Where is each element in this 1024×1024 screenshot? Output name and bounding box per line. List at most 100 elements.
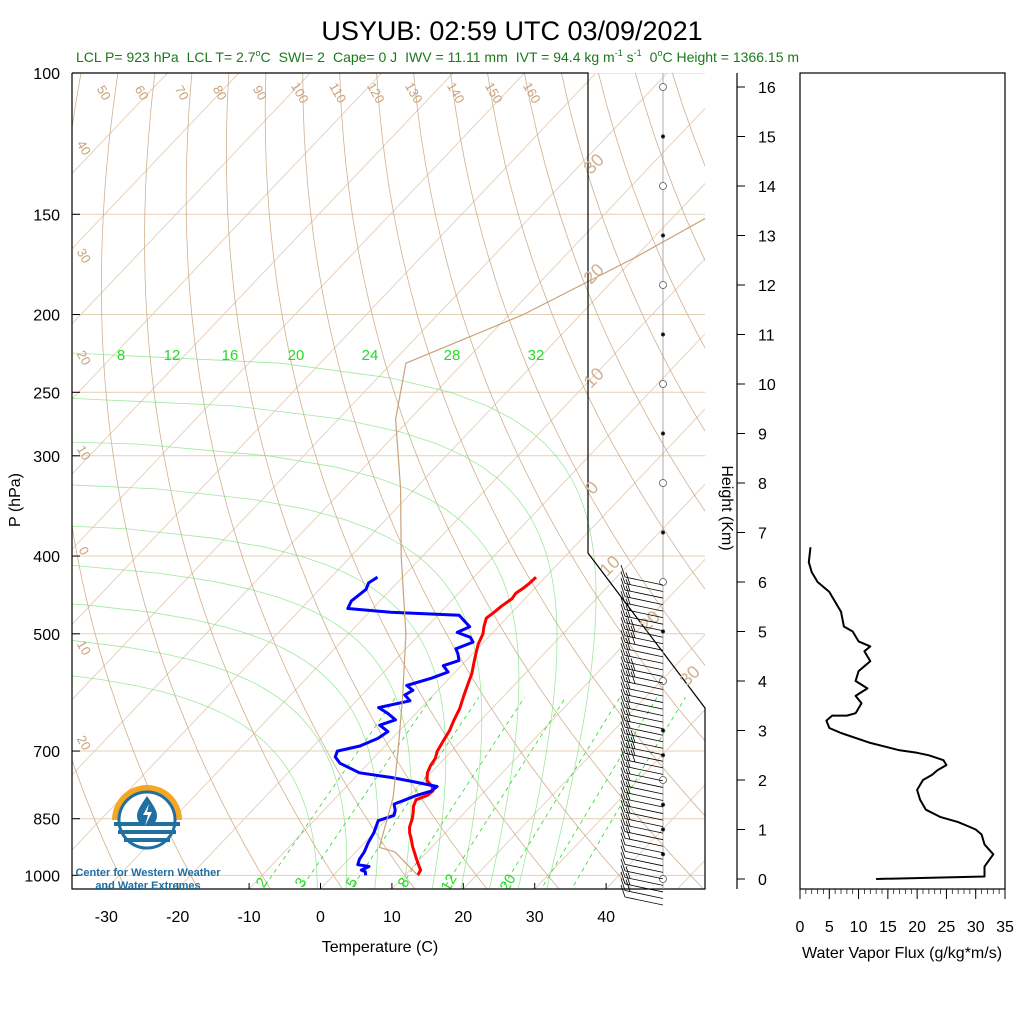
wind-barb-flag (630, 671, 636, 684)
wind-barb (620, 623, 664, 645)
cw3e-logo: Center for Western Weather and Water Ext… (75, 785, 221, 892)
mixing-ratio-line (443, 697, 567, 889)
wind-barb (620, 773, 664, 795)
wind-barb-flag (620, 878, 626, 891)
wind-barb (620, 747, 664, 769)
wind-barb (620, 564, 664, 586)
dry-adiabat-label: 110 (326, 80, 349, 105)
chart-subtitle: LCL P= 923 hPa LCL T= 2.7oC SWI= 2 Cape= 0 … (76, 48, 799, 65)
wind-barb-flag (630, 730, 636, 743)
wind-barb-shaft (624, 583, 664, 592)
wind-barb (620, 702, 664, 723)
wind-barb-flag (625, 872, 631, 886)
wind-barb-shaft (624, 713, 664, 723)
subtitle-ivt-s-exp: -1 (634, 48, 642, 58)
height-tick-label: 8 (758, 476, 767, 493)
mixing-ratio-line (300, 697, 432, 889)
wind-barb-flag (630, 632, 636, 645)
wind-barb-flag (625, 637, 631, 650)
dry-adiabat-label: 130 (402, 80, 426, 106)
barb-station-mark (660, 827, 666, 832)
wind-barb-flag (620, 662, 626, 676)
wind-barb-flag (620, 675, 626, 689)
wind-barb (620, 695, 664, 717)
height-tick-label: 15 (758, 130, 776, 147)
isotherm-line (72, 73, 311, 325)
wind-barb-shaft (624, 733, 664, 743)
wind-barb-flag (620, 884, 626, 898)
wind-barb (620, 669, 664, 690)
y-tick-label: 150 (33, 207, 60, 224)
mixing-ratio-line (399, 697, 525, 889)
isotherm-line (534, 709, 705, 889)
logo-line-2: and Water Extremes (95, 880, 200, 892)
flux-series-line (807, 547, 995, 880)
dry-adiabat-line (185, 73, 416, 889)
wind-barb (620, 728, 664, 749)
wind-barb-flag (620, 806, 626, 819)
flux-panel: 0 5 10 15 20 25 30 35 (796, 72, 1014, 936)
wind-barb-shaft (624, 785, 664, 795)
wind-barb-shaft (624, 857, 664, 867)
wind-barb-flag (630, 743, 636, 756)
wind-barb-shaft (624, 896, 664, 906)
wind-barb-flag (625, 578, 631, 592)
dry-adiabat-label: 120 (364, 80, 388, 106)
wind-barb-flag (620, 721, 626, 734)
series-line-parcel (378, 217, 705, 876)
wind-barb-shaft (624, 850, 664, 860)
barb-station-mark (660, 134, 666, 139)
wind-barb (620, 715, 664, 736)
height-tick-label: 16 (758, 80, 776, 97)
wind-barb-shaft (624, 792, 664, 801)
logo-wave-3 (124, 838, 170, 842)
dry-adiabat-line (101, 73, 271, 889)
barb-station-mark (660, 753, 666, 758)
wind-barb-shaft (624, 877, 664, 886)
wind-barb-flag (630, 749, 636, 762)
height-tick-label: 13 (758, 229, 776, 246)
wind-barb (620, 617, 664, 638)
moist-adiabat-line (72, 441, 520, 889)
wind-barb-flag (620, 871, 626, 885)
wetbulb-label: 0 (581, 477, 602, 498)
wind-barb-shaft (624, 837, 664, 847)
wind-barb-shaft (624, 772, 664, 782)
isotherm-line (462, 633, 705, 889)
wetbulb-label: 30 (676, 662, 704, 690)
wind-barb-flag (625, 624, 631, 637)
dry-adiabat-label: 80 (210, 83, 230, 103)
wind-barb-shaft (624, 589, 664, 599)
moist-adiabat-line (0, 538, 414, 892)
x-tick-label: -30 (95, 909, 118, 926)
wind-barb (620, 878, 664, 899)
barb-station-mark (660, 332, 666, 337)
wind-barb-flag (625, 807, 631, 820)
mixing-ratio-top-label: 32 (528, 347, 545, 364)
wind-barb (620, 577, 664, 599)
wind-barb (620, 636, 664, 658)
wind-barb-shaft (624, 870, 664, 880)
mixing-ratio-bottom-label: 8 (395, 875, 414, 891)
flux-tick-label: 15 (879, 919, 897, 936)
dry-adiabat-left-label: 10 (74, 443, 94, 463)
dry-adiabat-line (302, 73, 632, 889)
dry-adiabat-left-label: 10 (74, 638, 94, 658)
barb-station-mark (659, 182, 667, 190)
mixing-ratio-line (540, 697, 658, 889)
wind-barb-shaft (624, 798, 664, 808)
barb-station-mark (660, 728, 666, 733)
chart-title: USYUB: 02:59 UTC 03/09/2021 (321, 16, 702, 46)
wind-barb (620, 649, 664, 671)
wind-barb-flag (620, 858, 626, 872)
wind-barb-flag (625, 631, 631, 644)
wind-barb (620, 858, 664, 880)
wind-barb-flag (620, 636, 626, 649)
dry-adiabat-line (144, 73, 343, 889)
wind-barb (620, 760, 664, 782)
wind-barb-flag (630, 664, 636, 678)
height-axis-label: Height (Km) (718, 465, 735, 550)
wind-barb-flag (625, 735, 631, 748)
barb-station-mark (659, 281, 667, 289)
